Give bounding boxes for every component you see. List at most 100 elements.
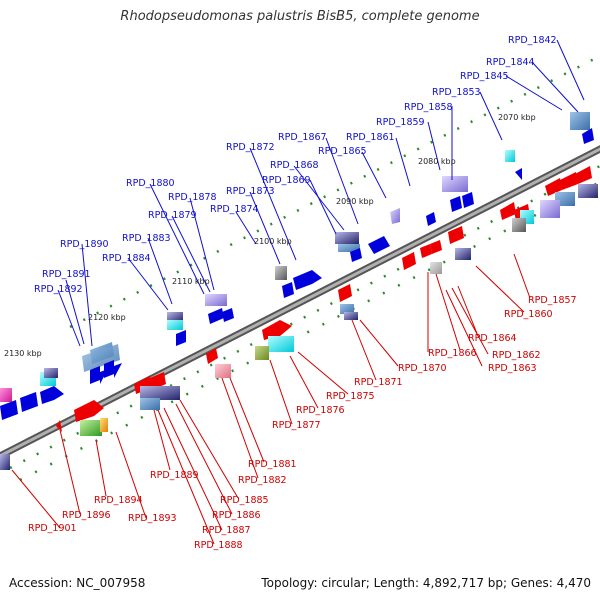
gene-label[interactable]: RPD_1844 <box>486 57 535 68</box>
outer-track-line <box>69 54 600 329</box>
gene-label[interactable]: RPD_1874 <box>210 204 259 215</box>
gene-arrow <box>104 360 122 378</box>
gene-arrow <box>448 226 464 244</box>
gene-block <box>540 200 560 218</box>
gene-label[interactable]: RPD_1865 <box>318 146 367 157</box>
kbp-tick-labels: 2070 kbp 2080 kbp 2090 kbp 2100 kbp 2110… <box>4 113 536 358</box>
gene-label[interactable]: RPD_1861 <box>346 132 395 143</box>
gene-label[interactable]: RPD_1866 <box>428 348 477 359</box>
accession-value: NC_007958 <box>76 576 146 590</box>
gene-arrow <box>176 330 186 346</box>
gene-label[interactable]: RPD_1864 <box>468 333 517 344</box>
gene-arrow <box>90 366 108 384</box>
gene-arrow <box>0 400 18 420</box>
gene-block <box>0 388 12 402</box>
gene-arrow <box>208 308 224 324</box>
gene-block <box>340 304 354 314</box>
gene-label[interactable]: RPD_1880 <box>126 178 175 189</box>
gene-block <box>512 218 526 232</box>
kbp-tick: 2110 kbp <box>172 277 210 286</box>
gene-arrow <box>426 212 436 226</box>
gene-label[interactable]: RPD_1892 <box>34 284 83 295</box>
gene-arrow <box>282 282 294 298</box>
label-leader-lines <box>11 39 585 545</box>
gene-label[interactable]: RPD_1845 <box>460 71 509 82</box>
gene-block <box>0 454 10 470</box>
gene-label[interactable]: RPD_1885 <box>220 495 269 506</box>
gene-label[interactable]: RPD_1871 <box>354 377 403 388</box>
accession-info: Accession: NC_007958 <box>9 576 145 590</box>
kbp-tick: 2130 kbp <box>4 349 42 358</box>
gene-label[interactable]: RPD_1883 <box>122 233 171 244</box>
gene-block <box>140 398 160 410</box>
gene-arrow <box>420 244 432 258</box>
gene-label[interactable]: RPD_1858 <box>404 102 453 113</box>
gene-label[interactable]: RPD_1889 <box>150 470 199 481</box>
gene-label[interactable]: RPD_1860 <box>504 309 553 320</box>
gene-arrow <box>262 320 292 340</box>
gene-label[interactable]: RPD_1882 <box>238 475 287 486</box>
gene-label[interactable]: RPD_1859 <box>376 117 425 128</box>
gene-block <box>335 232 359 244</box>
gene-block <box>442 176 468 192</box>
gene-arrow <box>500 202 516 220</box>
gene-label[interactable]: RPD_1857 <box>528 295 577 306</box>
gene-block <box>338 244 360 252</box>
gene-label[interactable]: RPD_1868 <box>270 160 319 171</box>
gene-arrow <box>56 420 62 432</box>
gene-label[interactable]: RPD_1893 <box>128 513 177 524</box>
gene-block <box>255 346 269 360</box>
gene-arrow <box>582 128 594 144</box>
kbp-tick: 2120 kbp <box>88 313 126 322</box>
gene-label[interactable]: RPD_1890 <box>60 239 109 250</box>
gene-label[interactable]: RPD_1872 <box>226 142 275 153</box>
topology-text: Topology: circular; Length: 4,892,717 bp… <box>261 576 591 590</box>
gene-arrow <box>40 386 64 404</box>
gene-label[interactable]: RPD_1869 <box>262 175 311 186</box>
gene-arrow <box>20 392 38 412</box>
topology-info: Topology: circular; Length: 4,892,717 bp… <box>261 576 591 590</box>
forward-gene-labels: RPD_1842 RPD_1844 RPD_1845 RPD_1853 RPD_… <box>34 35 557 295</box>
gene-label[interactable]: RPD_1896 <box>62 510 111 521</box>
gene-label[interactable]: RPD_1873 <box>226 186 275 197</box>
gene-label[interactable]: RPD_1886 <box>212 510 261 521</box>
gene-label[interactable]: RPD_1881 <box>248 459 297 470</box>
gene-label[interactable]: RPD_1877 <box>272 420 321 431</box>
gene-label[interactable]: RPD_1887 <box>202 525 251 536</box>
gene-arrow <box>390 208 400 224</box>
kbp-tick: 2080 kbp <box>418 157 456 166</box>
gene-block <box>100 418 108 432</box>
gene-label[interactable]: RPD_1867 <box>278 132 327 143</box>
gene-arrow <box>402 252 416 270</box>
gene-label[interactable]: RPD_1862 <box>492 350 541 361</box>
gene-block <box>167 320 183 330</box>
gene-arrow <box>515 168 522 180</box>
reverse-gene-blocks <box>0 166 598 470</box>
gene-label[interactable]: RPD_1870 <box>398 363 447 374</box>
gene-arrow <box>560 172 578 190</box>
kbp-tick: 2100 kbp <box>254 237 292 246</box>
gene-block <box>268 336 294 352</box>
gene-block <box>215 364 231 378</box>
gene-arrow <box>462 192 474 208</box>
gene-arrow <box>430 240 442 254</box>
gene-block <box>344 312 358 320</box>
gene-label[interactable]: RPD_1842 <box>508 35 557 46</box>
gene-label[interactable]: RPD_1894 <box>94 495 143 506</box>
gene-label[interactable]: RPD_1888 <box>194 540 243 551</box>
gene-label[interactable]: RPD_1853 <box>432 87 481 98</box>
gene-label[interactable]: RPD_1863 <box>488 363 537 374</box>
gene-label[interactable]: RPD_1879 <box>148 210 197 221</box>
gene-block <box>82 344 120 372</box>
gene-label[interactable]: RPD_1884 <box>102 253 151 264</box>
gene-arrow <box>338 284 352 302</box>
gene-block <box>140 386 180 400</box>
gene-label[interactable]: RPD_1891 <box>42 269 91 280</box>
map-title: Rhodopseudomonas palustris BisB5, comple… <box>120 9 480 24</box>
gene-block <box>44 368 58 378</box>
gene-label[interactable]: RPD_1878 <box>168 192 217 203</box>
gene-label[interactable]: RPD_1876 <box>296 405 345 416</box>
gene-label[interactable]: RPD_1901 <box>28 523 77 534</box>
gene-label[interactable]: RPD_1875 <box>326 391 375 402</box>
